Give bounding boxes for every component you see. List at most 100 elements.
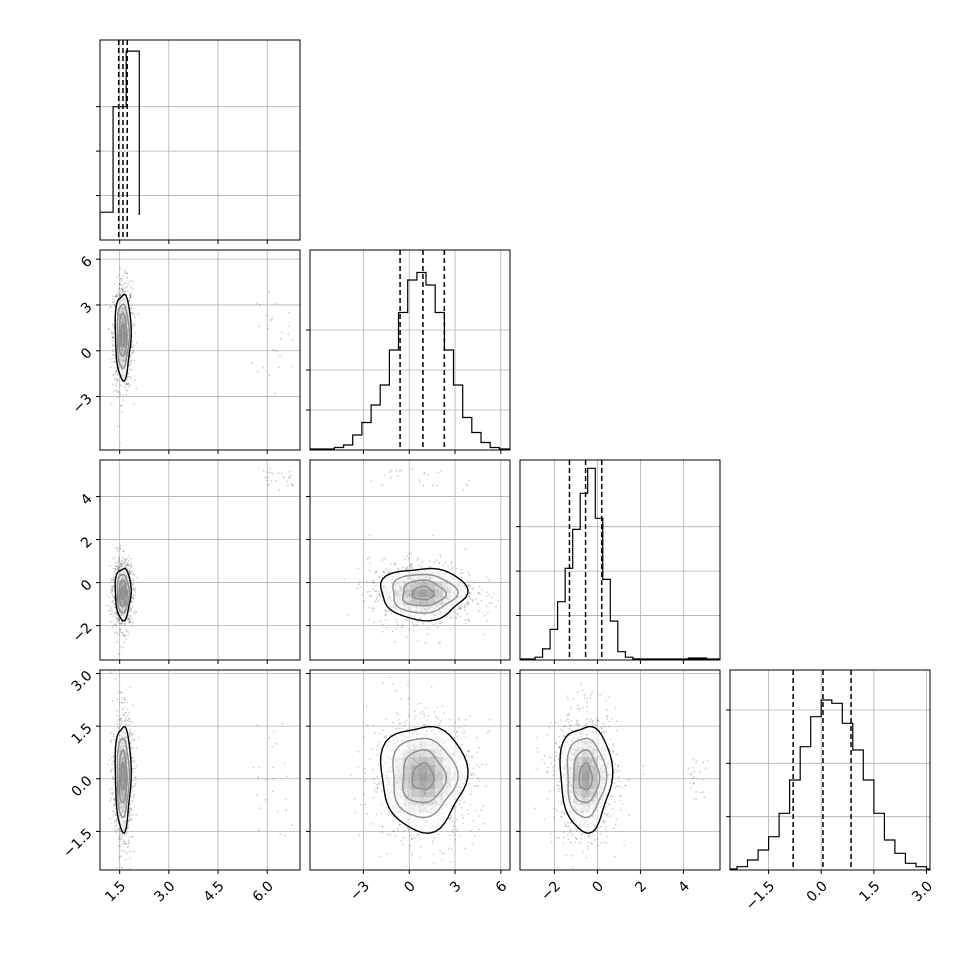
scatter-point bbox=[403, 724, 406, 727]
scatter-point bbox=[364, 803, 367, 806]
scatter-point bbox=[119, 442, 121, 444]
scatter-point bbox=[116, 723, 119, 726]
scatter-point bbox=[416, 834, 419, 836]
scatter-point bbox=[251, 362, 253, 365]
scatter-point bbox=[111, 585, 114, 587]
scatter-point bbox=[488, 719, 491, 721]
scatter-point bbox=[127, 616, 130, 619]
scatter-point bbox=[469, 793, 472, 796]
scatter-point bbox=[126, 562, 128, 564]
scatter-point bbox=[487, 611, 489, 614]
scatter-point bbox=[129, 731, 132, 734]
scatter-point bbox=[464, 847, 467, 850]
scatter-point bbox=[111, 350, 114, 353]
scatter-point bbox=[372, 797, 375, 799]
scatter-point bbox=[132, 594, 135, 597]
scatter-point bbox=[131, 790, 134, 792]
scatter-point bbox=[288, 476, 290, 479]
scatter-point bbox=[375, 813, 378, 816]
scatter-point bbox=[416, 559, 419, 561]
scatter-point bbox=[118, 267, 121, 270]
scatter-point bbox=[577, 723, 580, 726]
scatter-point bbox=[392, 830, 395, 833]
scatter-point bbox=[117, 727, 119, 730]
scatter-point bbox=[400, 626, 403, 629]
scatter-point bbox=[127, 564, 129, 567]
scatter-point bbox=[117, 561, 120, 564]
scatter-point bbox=[279, 833, 282, 836]
scatter-point bbox=[372, 724, 375, 727]
scatter-point bbox=[358, 834, 361, 836]
scatter-point bbox=[422, 622, 425, 625]
scatter-point bbox=[270, 480, 273, 482]
scatter-point bbox=[287, 484, 289, 487]
scatter-point bbox=[123, 701, 125, 704]
scatter-point bbox=[121, 631, 124, 634]
scatter-point bbox=[383, 558, 385, 561]
scatter-point bbox=[135, 611, 138, 613]
scatter-point bbox=[387, 572, 390, 575]
scatter-point bbox=[134, 589, 137, 592]
scatter-point bbox=[438, 724, 441, 727]
scatter-point bbox=[112, 336, 115, 339]
scatter-point bbox=[120, 622, 122, 625]
scatter-point bbox=[370, 595, 373, 598]
scatter-point bbox=[271, 790, 274, 793]
scatter-point bbox=[267, 484, 269, 487]
scatter-point bbox=[440, 852, 443, 855]
scatter-point bbox=[442, 564, 445, 567]
scatter-point bbox=[477, 602, 480, 605]
scatter-point bbox=[122, 843, 125, 845]
scatter-point bbox=[464, 606, 466, 609]
scatter-point bbox=[114, 812, 117, 815]
scatter-point bbox=[114, 623, 117, 625]
scatter-point bbox=[119, 547, 122, 550]
scatter-point bbox=[118, 619, 120, 622]
scatter-point bbox=[366, 591, 369, 593]
scatter-point bbox=[385, 735, 387, 738]
scatter-point bbox=[449, 628, 452, 630]
scatter-point bbox=[424, 707, 427, 710]
scatter-point bbox=[376, 783, 378, 786]
scatter-point bbox=[469, 715, 472, 717]
scatter-point bbox=[466, 809, 469, 811]
scatter-point bbox=[133, 797, 135, 800]
scatter-point bbox=[115, 295, 118, 298]
scatter-point bbox=[423, 713, 425, 716]
scatter-point bbox=[116, 294, 118, 296]
scatter-point bbox=[125, 557, 128, 560]
scatter-point bbox=[121, 556, 124, 559]
scatter-point bbox=[118, 557, 121, 560]
scatter-point bbox=[115, 813, 117, 816]
scatter-point bbox=[127, 631, 129, 633]
scatter-point bbox=[457, 717, 459, 720]
scatter-point bbox=[111, 763, 113, 766]
scatter-point bbox=[476, 736, 479, 739]
scatter-point bbox=[476, 602, 479, 605]
histogram-2 bbox=[520, 467, 720, 660]
scatter-point bbox=[113, 759, 115, 762]
scatter-point bbox=[413, 623, 415, 626]
scatter-point bbox=[454, 616, 456, 619]
scatter-point bbox=[439, 722, 441, 725]
scatter-point bbox=[379, 620, 382, 622]
scatter-point bbox=[127, 841, 130, 844]
scatter-point bbox=[278, 488, 281, 491]
scatter-point bbox=[475, 785, 478, 787]
scatter-point bbox=[116, 548, 118, 551]
scatter-point bbox=[369, 535, 371, 537]
scatter-point bbox=[397, 719, 400, 721]
scatter-point bbox=[132, 573, 134, 575]
scatter-point bbox=[396, 624, 399, 626]
scatter-point bbox=[558, 787, 561, 790]
scatter-point bbox=[429, 560, 431, 563]
scatter-point bbox=[130, 368, 133, 371]
scatter-point bbox=[401, 624, 404, 627]
scatter-point bbox=[110, 332, 113, 335]
scatter-point bbox=[410, 854, 413, 857]
scatter-point bbox=[417, 620, 420, 623]
scatter-point bbox=[614, 855, 616, 858]
scatter-point bbox=[553, 764, 556, 767]
scatter-point bbox=[394, 834, 397, 837]
scatter-point bbox=[587, 834, 589, 836]
